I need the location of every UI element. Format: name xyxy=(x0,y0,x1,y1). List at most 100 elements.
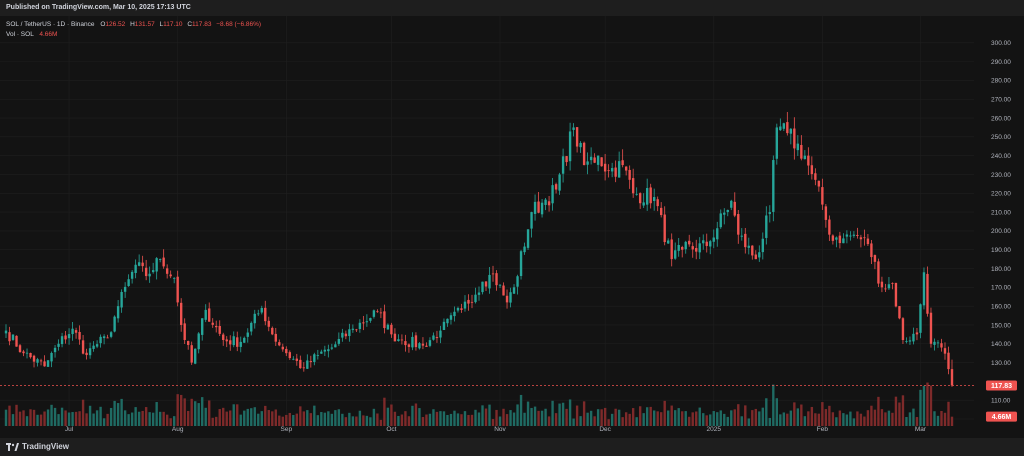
volume-bar xyxy=(656,411,659,426)
candle-body xyxy=(856,234,859,236)
candle-body xyxy=(761,238,764,253)
candle-body xyxy=(39,360,43,362)
candle-body xyxy=(102,336,106,339)
candle-body xyxy=(936,342,940,344)
candle-body xyxy=(733,201,736,216)
price-chart[interactable]: 300.00 290.00 280.00 270.00 260.00 250.00 240.… xyxy=(0,16,1024,440)
volume-bar xyxy=(652,410,656,426)
volume-bar xyxy=(176,394,179,426)
volume-bar xyxy=(751,410,754,426)
candle-body xyxy=(271,327,274,335)
volume-bar xyxy=(670,405,673,426)
candle-body xyxy=(302,367,306,369)
candle-body xyxy=(64,335,67,340)
volume-bar xyxy=(57,414,60,426)
price-tick-label: 190.00 xyxy=(991,247,1011,254)
volume-bar xyxy=(474,409,477,426)
candle-body xyxy=(109,332,113,337)
candle-body xyxy=(681,246,684,250)
volume-bar xyxy=(257,413,260,426)
volume-bar xyxy=(519,394,523,426)
volume-bar xyxy=(327,411,330,426)
candle-body xyxy=(638,193,642,204)
symbol-legend[interactable]: SOL / TetherUS · 1D · Binance O126.52 H1… xyxy=(6,21,261,38)
volume-bar xyxy=(631,408,635,426)
volume-bar xyxy=(95,410,99,426)
volume-bar xyxy=(831,412,835,426)
volume-bar xyxy=(688,416,691,426)
candle-body xyxy=(460,308,463,310)
candle-body xyxy=(158,259,162,260)
volume-bar xyxy=(460,414,463,426)
candle-body xyxy=(488,274,491,289)
candle-body xyxy=(225,339,228,342)
candle-body xyxy=(341,332,344,338)
time-scale[interactable]: Jul Aug Sep Oct Nov Dec 2025 Feb Mar xyxy=(65,426,927,433)
volume-badge-text: 4.66M xyxy=(992,414,1012,421)
candle-body xyxy=(554,184,558,190)
candle-body xyxy=(810,165,814,175)
volume-bar xyxy=(144,407,148,426)
candle-body xyxy=(624,166,628,171)
candle-body xyxy=(46,360,50,367)
candle-body xyxy=(730,200,733,208)
volume-bar xyxy=(554,413,558,426)
candle-body xyxy=(596,155,600,165)
candle-body xyxy=(905,341,908,342)
price-tick-label: 240.00 xyxy=(991,153,1011,160)
candle-body xyxy=(281,346,284,350)
volume-bar xyxy=(814,413,817,426)
candle-body xyxy=(737,214,740,235)
volume-bar xyxy=(723,413,726,426)
candle-body xyxy=(208,308,211,322)
legend-close-value: 117.83 xyxy=(192,21,212,28)
volume-bar xyxy=(137,411,141,426)
candle-body xyxy=(25,352,29,354)
volume-bar xyxy=(113,400,116,426)
volume-bar xyxy=(25,416,29,426)
candle-body xyxy=(558,174,561,191)
volume-bar xyxy=(712,411,715,426)
candle-body xyxy=(516,276,519,287)
candle-body xyxy=(635,193,638,195)
volume-bar xyxy=(744,405,747,426)
footer-bar: TradingView xyxy=(0,438,1024,456)
volume-bar xyxy=(306,410,309,426)
volume-bar xyxy=(39,414,43,426)
price-scale[interactable]: 300.00 290.00 280.00 270.00 260.00 250.00 240.… xyxy=(991,40,1011,423)
volume-bar xyxy=(484,408,488,426)
candle-body xyxy=(351,328,355,330)
volume-bar xyxy=(32,409,36,426)
candle-body xyxy=(782,123,786,129)
candle-body xyxy=(894,282,898,307)
svg-text:Vol · SOL 4.66M: Vol · SOL 4.66M xyxy=(6,31,57,38)
volume-bar xyxy=(866,410,870,426)
candle-body xyxy=(859,237,863,240)
volume-bar xyxy=(747,418,750,426)
candle-body xyxy=(915,332,919,335)
candle-body xyxy=(278,342,281,346)
candle-body xyxy=(852,234,856,236)
volume-bar xyxy=(810,406,814,426)
candle-body xyxy=(253,313,256,324)
candle-body xyxy=(376,311,379,313)
volume-bar xyxy=(334,410,337,426)
candle-body xyxy=(425,345,428,347)
candle-body xyxy=(754,254,757,260)
volume-bar xyxy=(551,400,554,426)
volume-bar xyxy=(537,410,540,426)
time-tick-label: Jul xyxy=(65,426,74,433)
legend-open-label: O xyxy=(100,21,105,28)
candle-body xyxy=(649,187,652,204)
volume-bar xyxy=(344,417,348,426)
price-tick-label: 110.00 xyxy=(991,397,1011,404)
candle-body xyxy=(744,233,747,248)
volume-bar xyxy=(586,412,589,426)
volume-bar xyxy=(695,411,698,426)
candle-body xyxy=(148,273,151,277)
volume-bar xyxy=(372,408,376,426)
candle-body xyxy=(36,359,39,363)
candle-body xyxy=(439,330,442,338)
volume-bar xyxy=(229,410,232,426)
volume-bar xyxy=(803,416,807,426)
